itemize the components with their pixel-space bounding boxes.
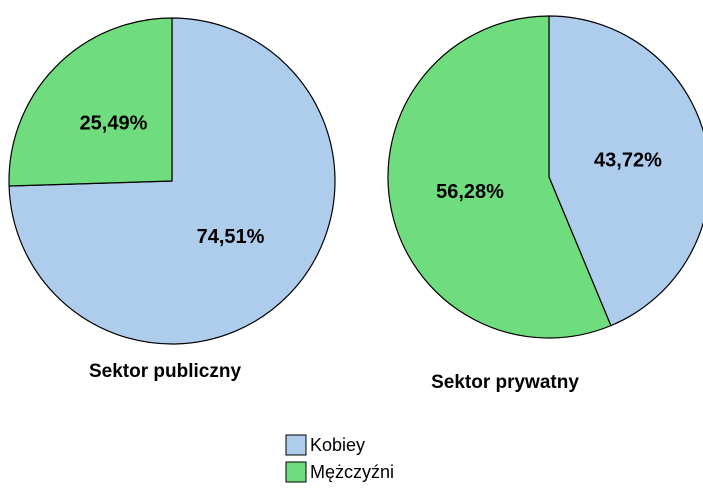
data-label: 56,28% [436,181,504,203]
data-label: 74,51% [197,226,265,248]
pie-slice [8,17,173,187]
data-label: 25,49% [80,113,148,135]
pie-slice [387,15,612,339]
pie-slice [548,15,703,327]
chart-title: Sektor prywatny [431,372,579,393]
chart-title: Sektor publiczny [89,361,241,382]
legend-swatch [285,461,307,483]
legend-swatch [285,434,307,456]
legend-label: Kobiey [310,435,365,455]
data-label: 43,72% [594,150,662,172]
legend-label: Mężczyźni [310,462,394,482]
